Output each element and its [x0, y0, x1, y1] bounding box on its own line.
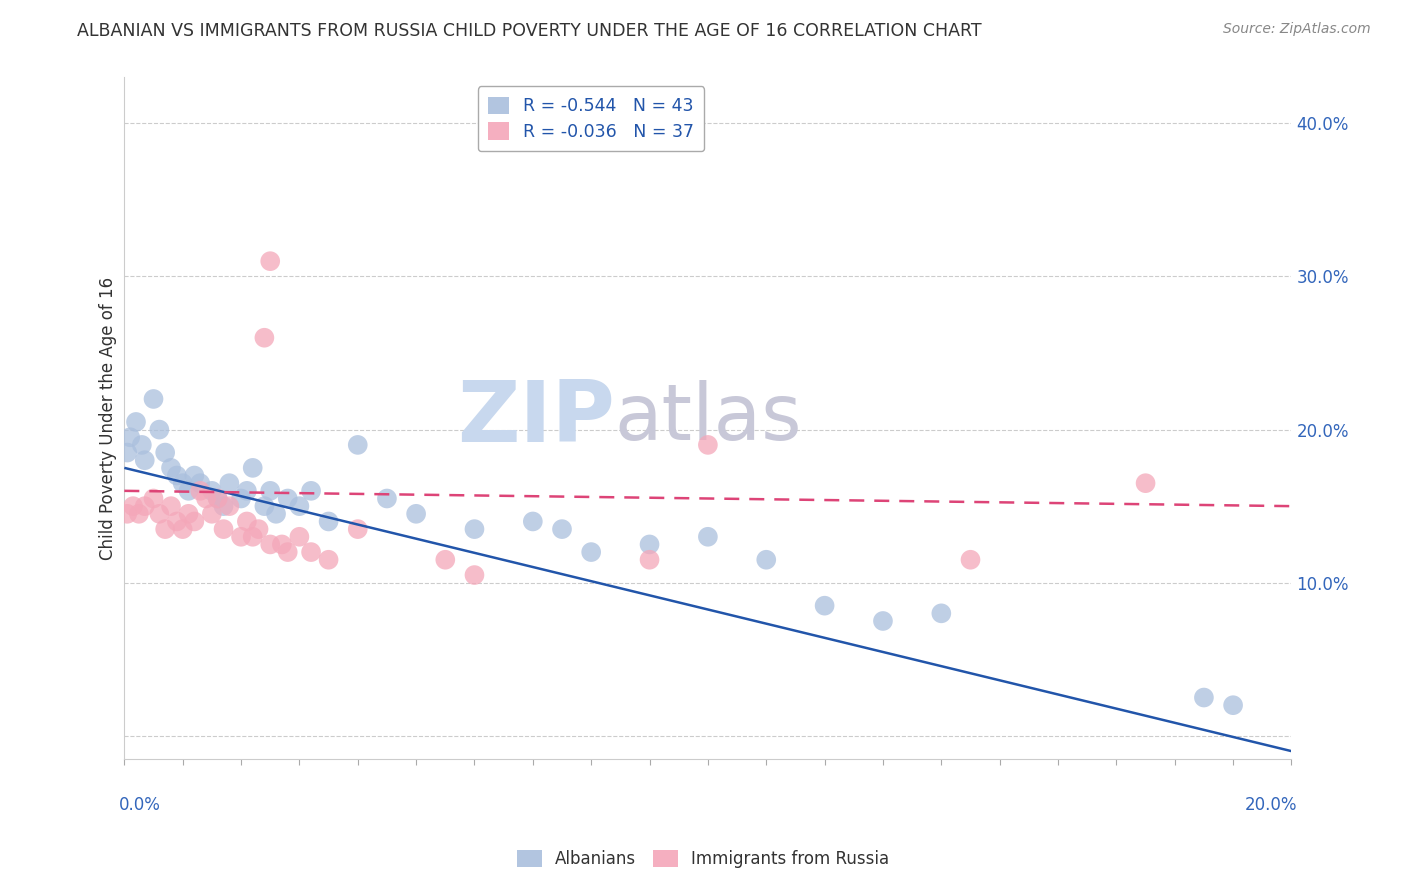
Point	[638, 537, 661, 551]
Point	[259, 483, 281, 498]
Point	[405, 507, 427, 521]
Point	[131, 438, 153, 452]
Point	[242, 461, 264, 475]
Point	[253, 499, 276, 513]
Point	[247, 522, 270, 536]
Text: atlas: atlas	[614, 380, 801, 456]
Point	[872, 614, 894, 628]
Point	[134, 453, 156, 467]
Point	[813, 599, 835, 613]
Point	[183, 515, 205, 529]
Point	[696, 438, 718, 452]
Point	[195, 491, 218, 506]
Point	[128, 507, 150, 521]
Point	[160, 499, 183, 513]
Point	[134, 499, 156, 513]
Y-axis label: Child Poverty Under the Age of 16: Child Poverty Under the Age of 16	[100, 277, 117, 559]
Point	[375, 491, 398, 506]
Point	[183, 468, 205, 483]
Point	[259, 537, 281, 551]
Text: 20.0%: 20.0%	[1244, 797, 1298, 814]
Point	[270, 537, 292, 551]
Point	[236, 483, 259, 498]
Point	[201, 483, 224, 498]
Point	[117, 445, 139, 459]
Point	[277, 491, 299, 506]
Point	[346, 522, 368, 536]
Point	[696, 530, 718, 544]
Text: 0.0%: 0.0%	[118, 797, 160, 814]
Point	[120, 430, 142, 444]
Point	[579, 545, 602, 559]
Point	[318, 515, 340, 529]
Point	[1222, 698, 1244, 713]
Point	[551, 522, 574, 536]
Point	[201, 507, 224, 521]
Point	[229, 530, 252, 544]
Point	[229, 491, 252, 506]
Point	[212, 522, 235, 536]
Point	[207, 491, 229, 506]
Point	[288, 499, 311, 513]
Point	[299, 545, 322, 559]
Point	[166, 468, 188, 483]
Point	[259, 254, 281, 268]
Point	[153, 445, 176, 459]
Point	[125, 415, 148, 429]
Point	[299, 483, 322, 498]
Point	[166, 515, 188, 529]
Point	[207, 491, 229, 506]
Point	[242, 530, 264, 544]
Point	[288, 530, 311, 544]
Point	[434, 553, 457, 567]
Text: ALBANIAN VS IMMIGRANTS FROM RUSSIA CHILD POVERTY UNDER THE AGE OF 16 CORRELATION: ALBANIAN VS IMMIGRANTS FROM RUSSIA CHILD…	[77, 22, 981, 40]
Point	[122, 499, 145, 513]
Point	[153, 522, 176, 536]
Point	[346, 438, 368, 452]
Point	[117, 507, 139, 521]
Point	[463, 568, 485, 582]
Point	[172, 476, 194, 491]
Point	[463, 522, 485, 536]
Point	[931, 607, 953, 621]
Point	[1135, 476, 1157, 491]
Text: ZIP: ZIP	[457, 376, 614, 459]
Point	[277, 545, 299, 559]
Point	[148, 423, 170, 437]
Point	[172, 522, 194, 536]
Point	[318, 553, 340, 567]
Point	[160, 461, 183, 475]
Point	[1192, 690, 1215, 705]
Point	[959, 553, 981, 567]
Text: Source: ZipAtlas.com: Source: ZipAtlas.com	[1223, 22, 1371, 37]
Point	[142, 392, 165, 406]
Point	[212, 499, 235, 513]
Point	[218, 476, 240, 491]
Point	[253, 331, 276, 345]
Point	[264, 507, 287, 521]
Legend: R = -0.544   N = 43, R = -0.036   N = 37: R = -0.544 N = 43, R = -0.036 N = 37	[478, 87, 704, 152]
Point	[522, 515, 544, 529]
Point	[188, 476, 211, 491]
Point	[188, 483, 211, 498]
Point	[142, 491, 165, 506]
Point	[218, 499, 240, 513]
Point	[177, 483, 200, 498]
Point	[638, 553, 661, 567]
Point	[755, 553, 778, 567]
Legend: Albanians, Immigrants from Russia: Albanians, Immigrants from Russia	[510, 843, 896, 875]
Point	[148, 507, 170, 521]
Point	[236, 515, 259, 529]
Point	[177, 507, 200, 521]
